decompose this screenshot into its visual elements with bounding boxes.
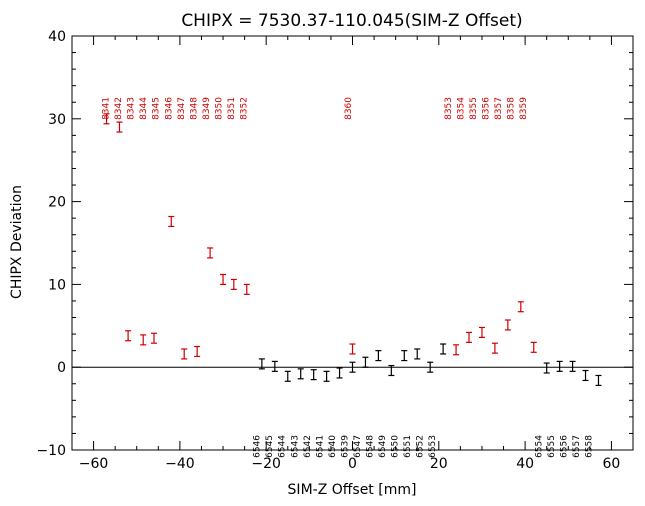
x-axis-label: SIM-Z Offset [mm]: [288, 482, 417, 498]
data-point: [181, 348, 188, 360]
data-point: [168, 215, 175, 228]
bottom-obs-label: 6541: [315, 435, 325, 458]
bottom-obs-label: 6550: [390, 435, 400, 458]
data-point: [103, 113, 110, 125]
top-obs-label: 8352: [239, 97, 249, 120]
data-point: [310, 369, 317, 381]
data-point: [543, 362, 550, 374]
bottom-obs-label: 6542: [303, 435, 313, 458]
data-point: [116, 121, 123, 133]
top-obs-label: 8347: [177, 97, 187, 120]
data-point: [414, 348, 421, 360]
data-point: [243, 283, 250, 295]
data-point: [530, 341, 537, 353]
data-point: [323, 370, 330, 382]
data-point: [297, 368, 304, 380]
bottom-obs-label: 6545: [265, 435, 275, 458]
bottom-obs-label: 6547: [353, 435, 363, 458]
bottom-obs-label: 6540: [328, 435, 338, 458]
y-tick-label: 20: [48, 195, 66, 211]
data-point: [375, 350, 382, 362]
x-tick-label: −40: [165, 456, 195, 472]
data-point: [466, 331, 473, 343]
top-obs-label: 8354: [456, 97, 466, 120]
x-tick-label: 20: [430, 456, 448, 472]
top-obs-label: 8355: [469, 97, 479, 120]
y-tick-label: 0: [57, 360, 66, 376]
bottom-obs-label: 6555: [547, 435, 557, 458]
bottom-obs-label: 6546: [253, 435, 263, 458]
top-obs-label: 8344: [139, 97, 149, 120]
bottom-obs-label: 6539: [340, 435, 350, 458]
data-point: [401, 350, 408, 362]
x-tick-label: 40: [516, 456, 534, 472]
top-obs-label: 8356: [481, 97, 491, 120]
top-obs-label: 8358: [506, 97, 516, 120]
top-obs-label: 8341: [102, 97, 112, 120]
top-obs-label: 8350: [214, 97, 224, 120]
bottom-obs-label: 6557: [572, 435, 582, 458]
bottom-obs-label: 6558: [585, 435, 595, 458]
top-obs-label: 8357: [494, 97, 504, 120]
data-point: [349, 343, 356, 355]
chart-title: CHIPX = 7530.37-110.045(SIM-Z Offset): [181, 11, 522, 31]
data-point: [284, 370, 291, 382]
data-point: [194, 345, 201, 358]
top-obs-label: 8360: [344, 97, 354, 120]
x-tick-label: −20: [251, 456, 281, 472]
y-tick-label: 10: [48, 277, 66, 293]
data-point: [427, 361, 434, 373]
data-point: [230, 278, 237, 290]
data-point: [504, 319, 511, 331]
data-point: [582, 369, 589, 382]
data-point: [207, 247, 214, 259]
data-point: [336, 367, 343, 379]
plot-area: −60 −40 −20 0 20 40 60 −10 0 10 20 30 40 8341 8342 8343…: [36, 29, 634, 472]
bottom-obs-label: 6551: [403, 435, 413, 458]
data-point: [440, 343, 447, 355]
top-obs-label: 8346: [164, 97, 174, 120]
data-point: [271, 360, 278, 372]
data-point: [556, 360, 563, 372]
data-point: [140, 334, 147, 346]
data-point: [388, 364, 395, 377]
data-point: [258, 358, 265, 370]
x-tick-label: 0: [348, 456, 357, 472]
bottom-obs-label: 6556: [560, 435, 570, 458]
x-tick-label: −60: [79, 456, 109, 472]
top-obs-label: 8345: [152, 97, 162, 120]
data-point: [569, 360, 576, 372]
top-obs-label: 8343: [127, 97, 137, 120]
data-point: [595, 374, 602, 387]
y-tick-label: 30: [48, 112, 66, 128]
data-point: [150, 332, 157, 344]
x-tick-label: 60: [603, 456, 621, 472]
data-point: [478, 326, 485, 338]
y-axis-label: CHIPX Deviation: [9, 185, 25, 299]
top-obs-label: 8349: [202, 97, 212, 120]
bottom-obs-label: 6549: [378, 435, 388, 458]
data-point: [517, 301, 524, 313]
y-tick-label: −10: [36, 443, 66, 459]
data-point: [491, 342, 498, 354]
bottom-obs-label: 6543: [290, 435, 300, 458]
top-obs-label: 8342: [114, 97, 124, 120]
top-obs-label: 8359: [519, 97, 529, 120]
top-obs-label: 8348: [189, 97, 199, 120]
bottom-obs-label: 6544: [278, 435, 288, 458]
top-obs-label: 8353: [444, 97, 454, 120]
data-point: [220, 273, 227, 285]
bottom-obs-label: 6554: [535, 435, 545, 458]
data-point: [125, 330, 132, 342]
data-point: [349, 361, 356, 373]
bottom-obs-label: 6552: [415, 435, 425, 458]
y-tick-label: 40: [48, 29, 66, 45]
bottom-obs-label: 6548: [365, 435, 375, 458]
top-obs-label: 8351: [227, 97, 237, 120]
data-point: [453, 344, 460, 356]
data-point: [362, 356, 369, 368]
bottom-obs-label: 6553: [428, 435, 438, 458]
